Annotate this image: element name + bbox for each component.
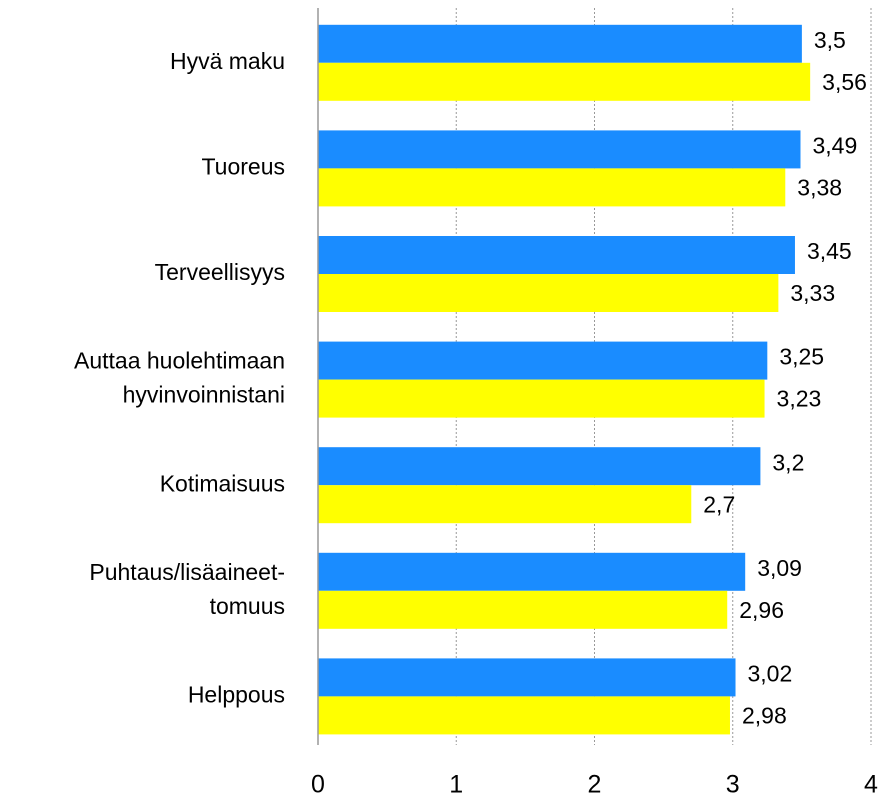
x-tick-label: 3 bbox=[726, 771, 740, 799]
value-label: 3,2 bbox=[772, 449, 804, 475]
category-label: Terveellisyys bbox=[155, 259, 285, 285]
bar bbox=[318, 590, 728, 629]
category-label: Tuoreus bbox=[201, 153, 285, 179]
bar bbox=[318, 24, 802, 63]
category-label: Kotimaisuus bbox=[160, 470, 285, 496]
x-tick-label: 1 bbox=[449, 771, 463, 799]
value-label: 3,33 bbox=[790, 280, 835, 306]
bar bbox=[318, 168, 786, 207]
value-label: 3,09 bbox=[757, 555, 802, 581]
bar bbox=[318, 341, 768, 380]
bar bbox=[318, 274, 779, 312]
bar bbox=[318, 62, 811, 101]
category-label: Hyvä maku bbox=[170, 48, 285, 74]
value-label: 3,56 bbox=[822, 69, 867, 95]
category-label: hyvinvoinnistani bbox=[123, 382, 285, 408]
value-label: 2,96 bbox=[739, 597, 784, 623]
value-label: 3,5 bbox=[814, 27, 846, 53]
bar bbox=[318, 236, 795, 274]
bar bbox=[318, 552, 746, 591]
value-label: 3,23 bbox=[777, 386, 822, 412]
value-label: 3,49 bbox=[812, 132, 857, 158]
value-label: 2,98 bbox=[742, 702, 787, 728]
bar bbox=[318, 379, 765, 418]
value-label: 3,02 bbox=[748, 660, 793, 686]
bar bbox=[318, 696, 730, 735]
bar bbox=[318, 447, 761, 486]
category-label: Puhtaus/lisäaineet- bbox=[89, 559, 285, 585]
value-label: 2,7 bbox=[703, 491, 735, 517]
x-tick-label: 0 bbox=[311, 771, 325, 799]
x-tick-label: 4 bbox=[864, 771, 878, 799]
category-label: Auttaa huolehtimaan bbox=[74, 348, 285, 374]
x-tick-label: 2 bbox=[588, 771, 602, 799]
bar bbox=[318, 658, 736, 697]
value-label: 3,38 bbox=[797, 174, 842, 200]
bar bbox=[318, 130, 801, 169]
value-label: 3,45 bbox=[807, 238, 852, 264]
bar bbox=[318, 485, 692, 524]
value-label: 3,25 bbox=[779, 344, 824, 370]
category-label: tomuus bbox=[210, 593, 285, 619]
category-label: Helppous bbox=[188, 681, 285, 707]
